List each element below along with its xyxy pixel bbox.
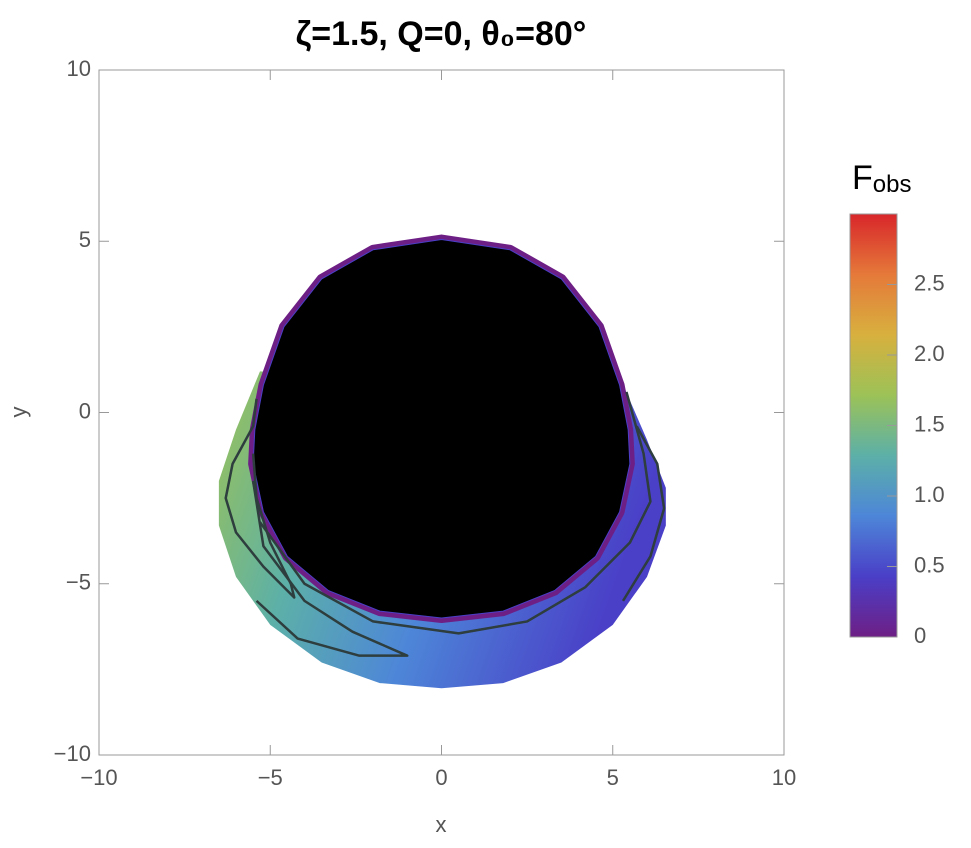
colorbar-title: Fobs <box>852 159 911 198</box>
colorbar-tick-label: 0 <box>914 623 926 648</box>
contour-line <box>251 480 409 657</box>
colorbar-tick-label: 1.0 <box>914 482 945 507</box>
x-tick-label: −5 <box>258 765 283 790</box>
contour-line <box>621 425 666 602</box>
chart-title: ζ=1.5, Q=0, θ₀=80° <box>296 15 587 53</box>
y-axis-label: y <box>6 407 31 418</box>
x-tick-label: 0 <box>435 765 447 790</box>
colorbar-tick-label: 0.5 <box>914 552 945 577</box>
colorbar-tick-label: 1.5 <box>914 411 945 436</box>
x-tick-label: −10 <box>80 765 117 790</box>
x-tick-label: 5 <box>607 765 619 790</box>
y-tick-label: 5 <box>79 227 91 252</box>
x-tick-label: 10 <box>772 765 796 790</box>
y-tick-label: 0 <box>79 398 91 423</box>
y-tick-label: −10 <box>54 741 91 766</box>
contour-line <box>224 398 296 599</box>
colorbar-tick-label: 2.5 <box>914 270 945 295</box>
colorbar-title-main: F <box>852 159 873 197</box>
y-tick-label: 10 <box>67 56 91 81</box>
x-axis-label: x <box>436 812 447 837</box>
colorbar-tick-label: 2.0 <box>914 341 945 366</box>
colorbar-title-sub: obs <box>873 171 912 198</box>
y-tick-label: −5 <box>66 570 91 595</box>
contour-line <box>258 391 652 635</box>
black-hole-shadow <box>252 239 631 619</box>
